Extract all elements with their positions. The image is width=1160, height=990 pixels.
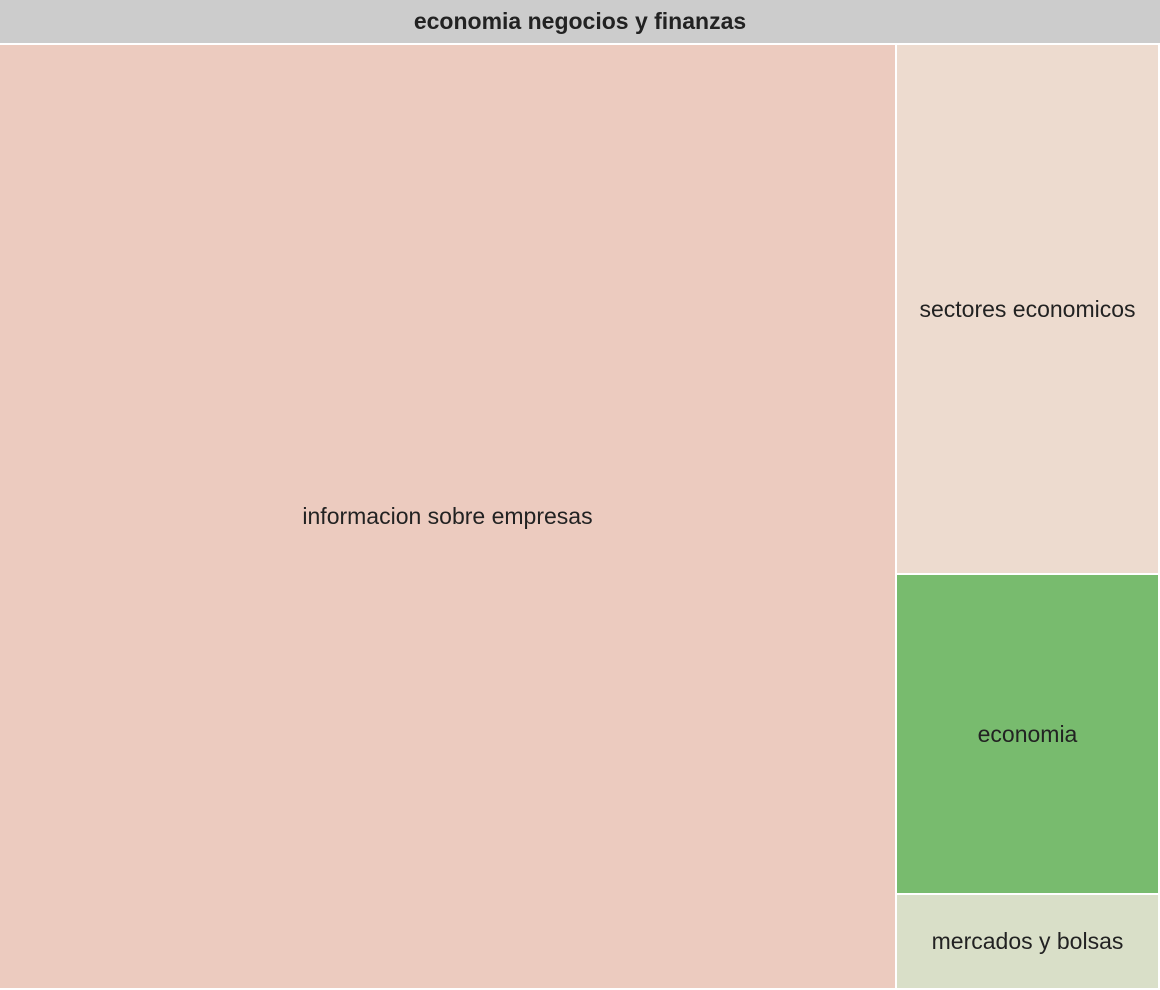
treemap-tile-mercados-y-bolsas[interactable]: mercados y bolsas [897, 895, 1160, 990]
tile-label-informacion-sobre-empresas: informacion sobre empresas [302, 503, 593, 529]
tile-label-mercados-y-bolsas: mercados y bolsas [931, 928, 1124, 954]
tile-label-economia: economia [977, 720, 1078, 747]
treemap-tile-economia[interactable]: economia [897, 575, 1160, 895]
treemap-tile-informacion-sobre-empresas[interactable]: informacion sobre empresas [0, 45, 897, 990]
treemap-tile-sectores-economicos[interactable]: sectores economicos [897, 45, 1160, 575]
treemap-root-header[interactable]: economia negocios y finanzas [0, 0, 1160, 45]
treemap-root-label: economia negocios y finanzas [413, 8, 747, 34]
tile-label-sectores-economicos: sectores economicos [919, 295, 1136, 322]
